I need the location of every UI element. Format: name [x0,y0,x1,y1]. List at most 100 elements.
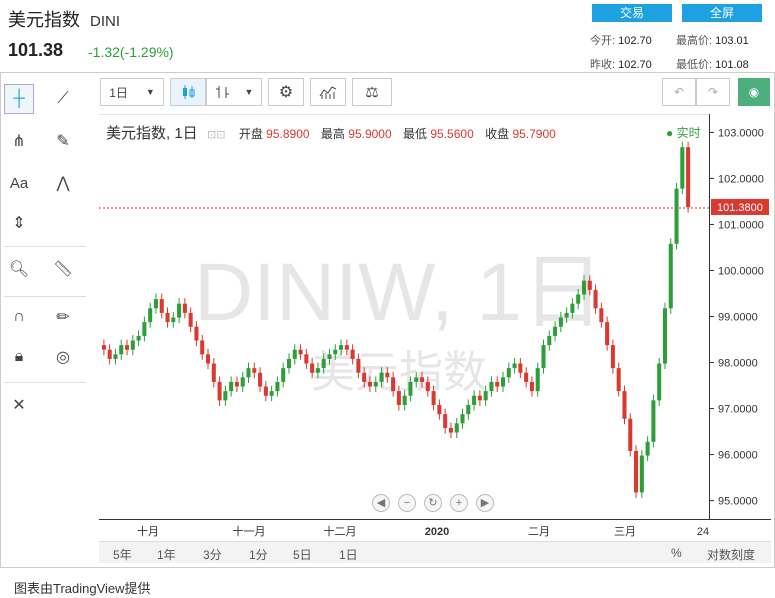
range-5y[interactable]: 5年 [113,548,132,562]
stay-drawing-tool[interactable]: ✏ [48,302,78,332]
last-price-tag [711,198,769,215]
candle [553,326,558,336]
bars-icon [215,86,229,98]
range-1d[interactable]: 1日 [339,548,358,562]
realtime-label: 实时 [676,126,701,140]
redo-button[interactable]: ↷ [696,78,730,106]
legend-high-label: 最高 [320,127,345,141]
chevron-down-icon: ▼ [145,87,155,97]
hide-tool[interactable]: ◎ [48,342,78,372]
interval-select[interactable]: 1日 ▼ [100,78,164,106]
chart-canvas: DINIW, 1日 美元指数 [99,141,709,498]
time-axis-canvas: 十月 十一月 十二月 2020 二月 三月 24 [137,524,709,538]
candle [107,349,112,359]
candle [639,455,644,493]
undo-icon: ↶ [673,85,685,99]
trade-button[interactable]: 交易 [592,4,672,22]
zoom-tool[interactable]: 🔍︎ [4,254,34,284]
candle [396,391,401,405]
compare-button[interactable]: ⚖ [352,78,392,106]
candle [211,363,216,382]
fullscreen-button[interactable]: 全屏 [682,4,762,22]
candle [339,345,344,350]
chart-legend: 美元指数, 1日 ⊡⊡ 开盘 95.8900 最高 95.9000 最低 95.… [106,122,564,143]
scroll-left-button[interactable]: ◀ [372,494,390,512]
candle [686,147,691,208]
settings-button[interactable]: ⚙ [268,78,304,106]
candle [564,312,569,318]
range-5d[interactable]: 5日 [293,548,312,562]
candle [258,372,263,387]
candle [581,280,587,295]
candle [477,395,482,401]
candle [217,381,222,401]
candle [304,354,309,364]
chevron-down-icon: ▼ [244,87,254,97]
candle [171,317,176,323]
ruler-tool[interactable]: 📏︎ [48,254,78,284]
candle [512,363,517,369]
percent-toggle[interactable]: % [671,546,682,560]
log-scale-toggle[interactable]: 对数刻度 [707,548,756,562]
interval-label: 1日 [109,85,128,100]
range-3m[interactable]: 3分 [203,548,222,562]
pattern-tool[interactable]: ⋀ [48,168,78,198]
candle [680,147,685,189]
price-chart[interactable]: DINIW, 1日 美元指数 [99,114,709,519]
magnet-tool[interactable]: ∩ [4,302,34,332]
candle [194,326,199,341]
candle [136,335,141,341]
pencil-icon: ✏ [56,309,70,326]
zoom-out-button[interactable]: − [398,494,416,512]
scroll-right-button[interactable]: ▶ [476,494,494,512]
candle [506,368,511,378]
time-axis[interactable]: 十月 十一月 十二月 2020 二月 三月 24 [99,519,771,541]
measure-tool[interactable]: ⇕ [4,208,34,238]
crosshair-tool[interactable]: ┼ [4,84,34,114]
candle [350,349,355,359]
fib-tool[interactable]: ⋔ [4,126,34,156]
text-tool[interactable]: Aa [4,168,34,198]
candles-style-button[interactable] [170,78,206,106]
legend-close: 95.7900 [512,127,556,141]
legend-close-label: 收盘 [485,127,510,141]
candle [286,358,292,369]
legend-settings-icon[interactable]: ⊡⊡ [207,129,226,141]
zoom-in-button[interactable]: + [450,494,468,512]
chevron-left-icon: ◀ [376,497,386,509]
candle [344,345,349,350]
brush-tool[interactable]: ✎ [48,126,78,156]
y-tick-label: 99.0000 [718,312,758,324]
range-1y[interactable]: 1年 [157,548,176,562]
lock-tool[interactable]: 🔒︎ [4,342,34,372]
x-tick-label: 二月 [528,526,550,538]
indicators-button[interactable] [310,78,346,106]
range-1m[interactable]: 1分 [249,548,268,562]
trend-line-tool[interactable]: ⟋ [48,84,78,114]
candle [454,423,459,433]
realtime-indicator: ● 实时 [666,126,701,140]
y-tick-label: 101.0000 [718,219,764,231]
price-axis[interactable]: 103.0000 102.0000 101.0000 100.0000 99.0000 9… [709,114,771,519]
candle [657,363,662,401]
candle [240,377,245,387]
candle [599,308,604,323]
bars-style-button[interactable]: ▼ [206,78,262,106]
remove-drawings-tool[interactable]: ✕ [4,390,34,420]
candle [500,377,506,387]
candle [165,312,170,323]
candle [310,363,315,373]
magnet-icon: ∩ [13,308,25,325]
minus-icon: − [403,497,411,509]
snapshot-button[interactable]: ◉ [738,78,770,106]
lock-icon: 🔒︎ [14,348,24,365]
candle [333,349,338,355]
reset-button[interactable]: ↻ [424,494,442,512]
candle [541,345,546,369]
candle [668,243,673,309]
candle [246,368,251,378]
candle [622,391,627,419]
undo-button[interactable]: ↶ [662,78,696,106]
candle [524,372,529,382]
x-tick-label: 24 [697,526,709,538]
